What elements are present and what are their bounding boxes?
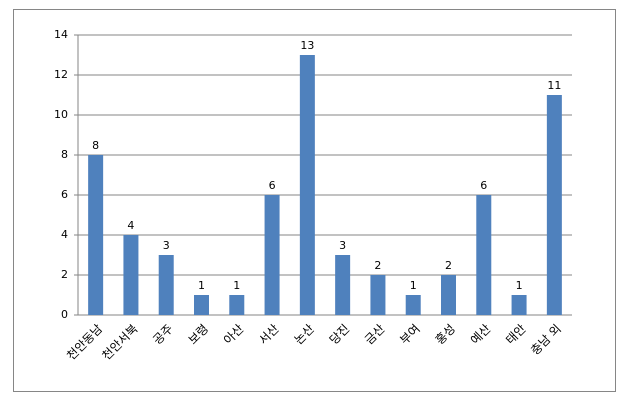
y-tick-label: 6 xyxy=(61,188,68,201)
bar xyxy=(88,155,104,315)
data-label: 1 xyxy=(198,279,205,292)
y-tick-label: 8 xyxy=(61,148,68,161)
data-label: 11 xyxy=(547,79,561,92)
data-label: 6 xyxy=(269,179,276,192)
data-label: 3 xyxy=(163,239,170,252)
data-label: 1 xyxy=(233,279,240,292)
bar xyxy=(299,55,315,315)
data-label: 8 xyxy=(92,139,99,152)
bar xyxy=(158,255,174,315)
data-label: 2 xyxy=(374,259,381,272)
y-tick-label: 12 xyxy=(54,68,68,81)
data-label: 1 xyxy=(516,279,523,292)
bar xyxy=(511,295,527,315)
bar xyxy=(123,235,139,315)
bar xyxy=(229,295,245,315)
data-label: 1 xyxy=(410,279,417,292)
y-tick-label: 2 xyxy=(61,268,68,281)
data-label: 13 xyxy=(300,39,314,52)
bar xyxy=(335,255,351,315)
bar xyxy=(194,295,209,315)
bar xyxy=(405,295,421,315)
bar xyxy=(264,195,280,315)
bar xyxy=(546,95,562,315)
data-label: 6 xyxy=(480,179,487,192)
bar xyxy=(441,275,456,315)
y-tick-label: 4 xyxy=(61,228,68,241)
y-tick-label: 0 xyxy=(61,308,68,321)
data-label: 2 xyxy=(445,259,452,272)
data-label: 3 xyxy=(339,239,346,252)
y-tick-label: 10 xyxy=(54,108,68,121)
bar xyxy=(476,195,492,315)
y-tick-label: 14 xyxy=(54,28,68,41)
data-label: 4 xyxy=(127,219,134,232)
bar xyxy=(370,275,386,315)
